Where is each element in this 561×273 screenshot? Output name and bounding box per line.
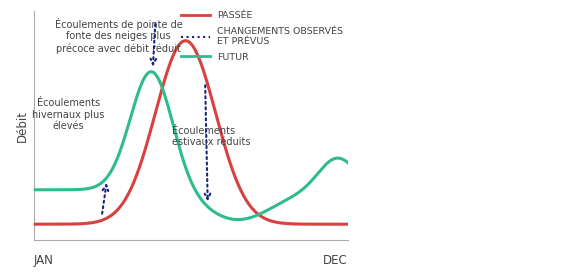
Legend: PASSÉE, CHANGEMENTS OBSERVÉS
ET PRÉVUS, FUTUR: PASSÉE, CHANGEMENTS OBSERVÉS ET PRÉVUS, … — [181, 11, 343, 62]
Text: Écoulements de pointe de
fonte des neiges plus
précoce avec débit réduit: Écoulements de pointe de fonte des neige… — [54, 18, 182, 54]
Text: DEC: DEC — [323, 254, 348, 267]
Text: JAN: JAN — [34, 254, 53, 267]
Text: Débit: Débit — [16, 109, 29, 142]
Text: Écoulements
estivaux réduits: Écoulements estivaux réduits — [172, 126, 250, 147]
Text: Écoulements
hivernaux plus
élevés: Écoulements hivernaux plus élevés — [32, 98, 104, 131]
